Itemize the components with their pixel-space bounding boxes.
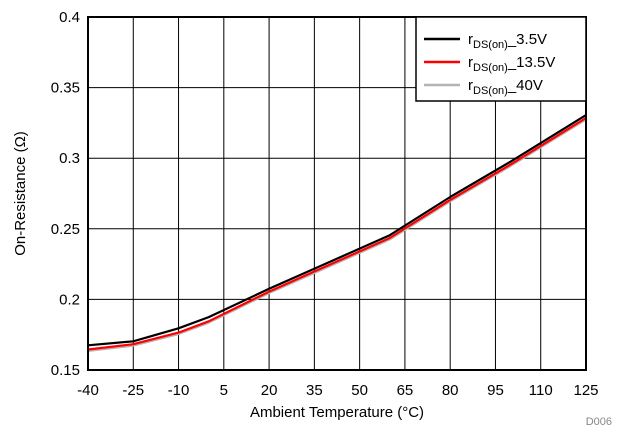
x-axis-label: Ambient Temperature (°C): [250, 404, 424, 421]
figure-code: D006: [586, 416, 612, 428]
plot-frame: [87, 16, 587, 371]
legend-label: rDS(on)_3.5V: [468, 31, 547, 51]
x-tick-label: 50: [351, 382, 368, 399]
y-tick-label: 0.35: [51, 80, 80, 97]
y-tick-label: 0.4: [59, 9, 80, 26]
y-axis-label: On-Resistance (Ω): [12, 131, 29, 256]
x-tick-label: -40: [77, 382, 99, 399]
x-tick-label: -10: [168, 382, 190, 399]
legend-box: [415, 16, 587, 102]
legend-label: rDS(on)_40V: [468, 77, 543, 97]
legend: rDS(on)_3.5V rDS(on)_13.5V rDS(on)_40V: [415, 16, 587, 102]
y-tick-label: 0.3: [59, 150, 80, 167]
series-line-2: [87, 118, 587, 352]
series-lines: [87, 114, 587, 352]
x-tick-labels: -40 -25 -10 5 20 35 50 65 80 95 110 125: [77, 382, 598, 399]
y-tick-label: 0.2: [59, 291, 80, 308]
y-tick-label: 0.15: [51, 362, 80, 379]
x-tick-label: 95: [487, 382, 504, 399]
series-line-1: [87, 117, 587, 351]
x-tick-label: 65: [397, 382, 414, 399]
series-line-0: [87, 114, 587, 347]
x-tick-label: 5: [220, 382, 228, 399]
legend-label: rDS(on)_13.5V: [468, 54, 555, 74]
x-tick-label: 35: [306, 382, 323, 399]
x-tick-label: 20: [261, 382, 278, 399]
x-tick-label: -25: [122, 382, 144, 399]
x-tick-label: 125: [573, 382, 598, 399]
y-tick-labels: 0.15 0.2 0.25 0.3 0.35 0.4: [51, 9, 80, 379]
y-tick-label: 0.25: [51, 221, 80, 238]
x-tick-label: 80: [442, 382, 459, 399]
x-tick-label: 110: [529, 382, 553, 399]
